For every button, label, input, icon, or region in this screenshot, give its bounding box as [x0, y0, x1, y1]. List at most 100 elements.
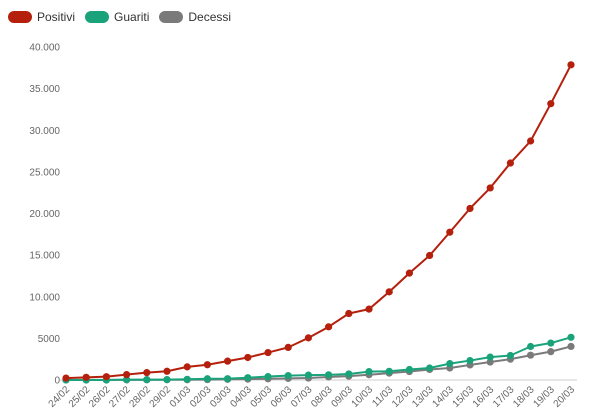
x-tick-label: 14/03	[430, 384, 456, 410]
y-tick-label: 35.000	[29, 84, 60, 95]
data-point-positivi[interactable]	[506, 159, 514, 167]
x-tick-label: 05/03	[249, 384, 275, 410]
x-tick-label: 03/03	[208, 384, 234, 410]
x-tick-label: 20/03	[552, 384, 578, 410]
x-tick-label: 08/03	[309, 384, 335, 410]
data-point-positivi[interactable]	[304, 334, 312, 342]
data-point-guariti[interactable]	[123, 376, 131, 384]
x-tick-label: 28/02	[127, 384, 153, 410]
x-tick-label: 16/03	[471, 384, 497, 410]
x-tick-label: 15/03	[451, 384, 477, 410]
legend-item-positivi[interactable]: Positivi	[8, 10, 75, 24]
data-point-guariti[interactable]	[567, 333, 575, 341]
legend-item-guariti[interactable]: Guariti	[85, 10, 149, 24]
chart-legend: Positivi Guariti Decessi	[8, 10, 231, 24]
data-point-guariti[interactable]	[143, 376, 151, 384]
data-point-guariti[interactable]	[224, 375, 232, 383]
legend-label-decessi: Decessi	[188, 10, 232, 24]
y-tick-label: 15.000	[29, 251, 60, 262]
data-point-guariti[interactable]	[203, 375, 211, 383]
data-point-positivi[interactable]	[224, 357, 232, 365]
legend-swatch-guariti	[85, 11, 110, 23]
x-tick-label: 17/03	[491, 384, 517, 410]
data-point-guariti[interactable]	[466, 356, 474, 365]
data-point-guariti[interactable]	[304, 371, 312, 379]
legend-label-positivi: Positivi	[37, 10, 76, 24]
x-tick-label: 10/03	[350, 384, 376, 410]
data-point-guariti[interactable]	[426, 364, 434, 372]
x-tick-label: 06/03	[269, 384, 295, 410]
x-tick-label: 26/02	[87, 384, 113, 410]
data-point-decessi[interactable]	[547, 348, 555, 356]
legend-label-guariti: Guariti	[114, 10, 150, 24]
data-point-positivi[interactable]	[264, 348, 272, 357]
y-tick-label: 40.000	[29, 43, 60, 54]
data-point-positivi[interactable]	[567, 61, 575, 69]
x-tick-label: 01/03	[168, 384, 194, 410]
series-layer	[62, 61, 575, 384]
series-decessi	[62, 342, 575, 384]
data-point-guariti[interactable]	[527, 342, 535, 351]
data-point-positivi[interactable]	[62, 374, 70, 382]
data-point-positivi[interactable]	[486, 184, 494, 192]
data-point-positivi[interactable]	[405, 269, 413, 277]
data-point-positivi[interactable]	[385, 288, 393, 296]
data-point-decessi[interactable]	[567, 342, 575, 351]
series-positivi	[62, 61, 575, 382]
data-point-positivi[interactable]	[183, 363, 191, 371]
series-guariti	[62, 333, 575, 384]
data-point-guariti[interactable]	[325, 371, 333, 379]
x-tick-label: 07/03	[289, 384, 315, 410]
data-point-positivi[interactable]	[143, 369, 151, 377]
data-point-positivi[interactable]	[82, 373, 90, 381]
data-point-guariti[interactable]	[345, 370, 353, 378]
data-point-positivi[interactable]	[244, 353, 252, 362]
data-point-guariti[interactable]	[264, 372, 272, 381]
data-point-guariti[interactable]	[163, 375, 171, 384]
data-point-guariti[interactable]	[244, 374, 252, 382]
data-point-positivi[interactable]	[203, 361, 211, 369]
x-tick-label: 02/03	[188, 384, 214, 410]
x-tick-label: 11/03	[370, 384, 395, 409]
data-point-guariti[interactable]	[365, 368, 373, 376]
legend-swatch-positivi	[8, 11, 32, 23]
y-tick-label: 20.000	[29, 209, 60, 220]
x-tick-label: 25/02	[67, 384, 93, 410]
y-tick-label: 30.000	[29, 126, 60, 137]
legend-item-decessi[interactable]: Decessi	[159, 10, 231, 24]
legend-swatch-decessi	[159, 11, 184, 23]
x-tick-label: 18/03	[511, 384, 537, 410]
data-point-positivi[interactable]	[123, 370, 131, 379]
x-tick-label: 24/02	[47, 384, 73, 410]
data-point-decessi[interactable]	[486, 358, 494, 366]
data-point-positivi[interactable]	[446, 228, 454, 236]
x-tick-label: 27/02	[107, 384, 133, 410]
data-point-guariti[interactable]	[405, 365, 413, 374]
data-point-guariti[interactable]	[547, 339, 555, 347]
data-point-positivi[interactable]	[102, 373, 110, 381]
data-point-positivi[interactable]	[527, 137, 535, 145]
data-point-guariti[interactable]	[183, 375, 191, 383]
data-point-positivi[interactable]	[426, 251, 434, 260]
data-point-guariti[interactable]	[506, 351, 514, 360]
x-tick-label: 12/03	[390, 384, 416, 410]
x-tick-label: 04/03	[228, 384, 254, 410]
data-point-positivi[interactable]	[163, 367, 171, 375]
data-point-positivi[interactable]	[466, 204, 474, 213]
data-point-guariti[interactable]	[446, 360, 454, 368]
series-line-positivi	[65, 64, 572, 380]
data-point-positivi[interactable]	[365, 305, 373, 313]
data-point-guariti[interactable]	[385, 367, 393, 375]
data-point-guariti[interactable]	[284, 372, 292, 380]
data-point-positivi[interactable]	[345, 309, 353, 318]
data-point-guariti[interactable]	[486, 353, 494, 361]
data-point-positivi[interactable]	[284, 343, 292, 351]
data-point-positivi[interactable]	[547, 100, 555, 108]
y-tick-label: 25.000	[29, 167, 60, 178]
y-tick-label: 0	[54, 376, 60, 387]
data-point-decessi[interactable]	[527, 351, 535, 359]
x-tick-label: 19/03	[531, 384, 557, 410]
data-point-positivi[interactable]	[325, 323, 333, 331]
